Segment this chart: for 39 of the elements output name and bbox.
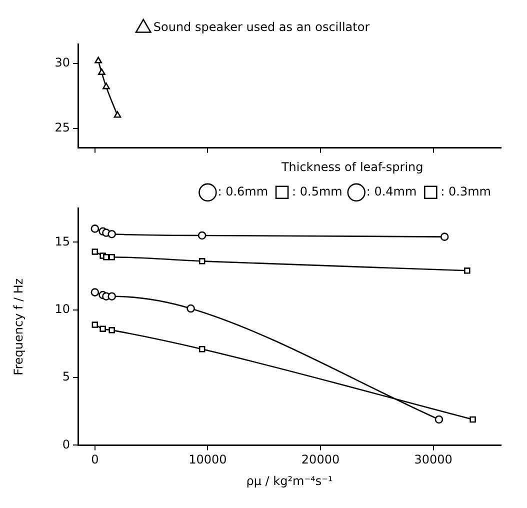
x-tick-label: 0 (91, 452, 99, 467)
point (108, 230, 116, 238)
y-axis-title: Frequency f / Hz (11, 278, 26, 376)
point (198, 346, 206, 352)
legend-label: : 0.6mm (218, 184, 268, 199)
point (90, 288, 100, 296)
legend-label: : 0.5mm (292, 184, 342, 199)
point (434, 415, 444, 424)
point (108, 254, 115, 260)
legend-label: Sound speaker used as an oscillator (153, 20, 370, 34)
point (98, 68, 106, 75)
y-tick-label: 0 (62, 437, 70, 452)
point (90, 224, 100, 233)
y-tick-label: 25 (54, 120, 70, 134)
point (94, 56, 102, 64)
x-tick-label: 10000 (188, 452, 227, 467)
point (440, 232, 449, 241)
y-tick-label: 15 (54, 234, 70, 248)
x-tick-label: 30000 (414, 452, 452, 467)
point (102, 82, 110, 90)
point (464, 268, 470, 274)
point (108, 292, 116, 301)
y-tick-label: 5 (62, 370, 70, 384)
point (100, 326, 106, 332)
legend-label: : 0.3mm (440, 184, 492, 199)
point (114, 111, 122, 118)
point (198, 231, 206, 240)
legend-title: Thickness of leaf-spring (280, 160, 424, 174)
y-tick-label: 10 (54, 302, 70, 316)
y-tick-label: 30 (54, 56, 70, 70)
point (92, 248, 98, 255)
x-axis-title: ρμ / kg²m⁻⁴s⁻¹ (246, 474, 333, 488)
point (470, 416, 476, 423)
x-tick-label: 20000 (301, 452, 340, 467)
legend-label: : 0.4mm (366, 184, 417, 199)
point (108, 327, 115, 334)
point (92, 322, 98, 328)
point (198, 258, 206, 264)
point (186, 304, 195, 313)
